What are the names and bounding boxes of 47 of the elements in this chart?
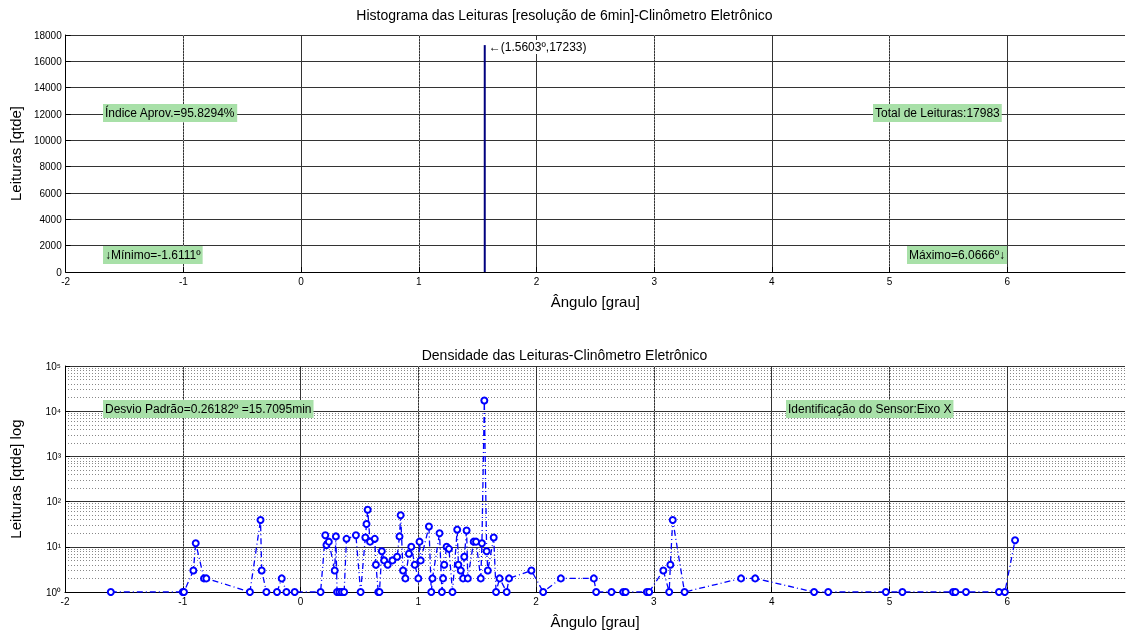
x-tick-label: 1 bbox=[415, 595, 422, 607]
annotation: Total de Leituras:17983 bbox=[875, 106, 1001, 120]
x-tick-label: 6 bbox=[1004, 275, 1011, 287]
chart-title: Histograma das Leituras [resolução de 6min]-Clinômetro Eletrônico bbox=[356, 7, 773, 23]
annotation: ↓Mínimo=-1.6111º bbox=[105, 248, 202, 262]
x-tick-label: 4 bbox=[768, 595, 775, 607]
x-tick-label: 4 bbox=[769, 275, 776, 287]
y-tick-label: 10⁴ bbox=[45, 405, 61, 417]
y-tick-label: 10000 bbox=[33, 134, 63, 146]
y-tick-label: 10³ bbox=[46, 450, 62, 462]
y-axis-title: Leituras [qtde] bbox=[7, 105, 24, 202]
y-tick-label: 10⁵ bbox=[45, 360, 61, 372]
x-tick-label: -1 bbox=[178, 275, 189, 287]
x-tick-label: 2 bbox=[533, 275, 540, 287]
x-axis-title: Ângulo [grau] bbox=[550, 613, 640, 630]
y-tick-label: 0 bbox=[56, 266, 63, 278]
x-tick-label: -2 bbox=[60, 595, 70, 607]
x-axis-title: Ângulo [grau] bbox=[550, 293, 640, 310]
y-axis-title: Leituras [qtde] log bbox=[7, 419, 24, 539]
x-tick-label: 3 bbox=[651, 595, 658, 607]
x-tick-label: -2 bbox=[61, 275, 71, 287]
y-tick-label: 12000 bbox=[33, 108, 63, 120]
y-tick-label: 2000 bbox=[39, 240, 63, 252]
x-tick-label: 2 bbox=[533, 595, 540, 607]
y-tick-label: 8000 bbox=[39, 161, 63, 173]
annotation: ←(1.5603º,17233) bbox=[488, 40, 587, 55]
y-tick-label: 16000 bbox=[33, 55, 63, 67]
annotation: Máximo=6.0666º↓ bbox=[909, 248, 1006, 262]
y-tick-label: 6000 bbox=[39, 187, 63, 199]
y-tick-label: 18000 bbox=[33, 29, 63, 41]
y-tick-label: 10¹ bbox=[46, 541, 62, 553]
annotation: Índice Aprov.=95.8294% bbox=[105, 105, 235, 120]
y-tick-label: 10² bbox=[46, 496, 62, 508]
annotation: Identificação do Sensor:Eixo X bbox=[788, 402, 952, 416]
x-tick-label: 5 bbox=[886, 275, 893, 287]
y-tick-label: 4000 bbox=[39, 213, 63, 225]
annotation: Desvio Padrão=0.26182º =15.7095min bbox=[105, 402, 312, 416]
x-tick-label: 0 bbox=[298, 275, 305, 287]
y-tick-label: 14000 bbox=[33, 82, 63, 94]
x-tick-label: 6 bbox=[1004, 595, 1011, 607]
y-tick-label: 10⁰ bbox=[45, 586, 61, 598]
x-tick-label: 5 bbox=[886, 595, 893, 607]
x-tick-label: 0 bbox=[297, 595, 304, 607]
x-tick-label: -1 bbox=[178, 595, 188, 607]
x-tick-label: 1 bbox=[416, 275, 423, 287]
x-tick-label: 3 bbox=[651, 275, 658, 287]
chart-title: Densidade das Leituras-Clinômetro Eletrônico bbox=[421, 347, 708, 363]
